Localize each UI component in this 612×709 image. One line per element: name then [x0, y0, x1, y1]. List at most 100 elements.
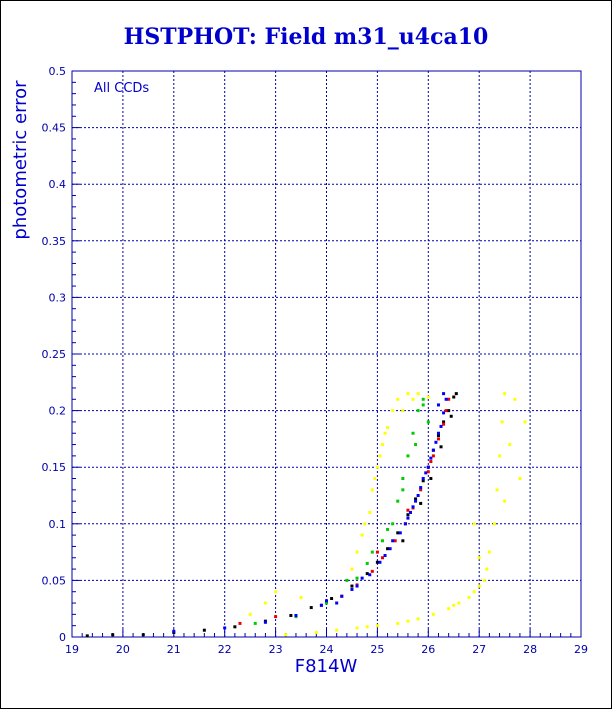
x-tick-label: 20 [116, 643, 130, 656]
scatter-point [375, 560, 379, 564]
scatter-point [380, 539, 384, 543]
y-tick-label: 0.2 [49, 405, 67, 418]
scatter-point [442, 422, 446, 426]
scatter-point [391, 522, 395, 526]
scatter-point [439, 424, 443, 428]
scatter-point [421, 477, 425, 481]
scatter-point [141, 633, 145, 637]
scatter-point [401, 539, 405, 543]
scatter-point [386, 527, 390, 531]
x-tick-label: 23 [269, 643, 283, 656]
scatter-point [355, 550, 359, 554]
x-tick-label: 29 [574, 643, 588, 656]
scatter-point [477, 584, 481, 588]
scatter-point [447, 409, 451, 413]
x-tick-label: 28 [523, 643, 537, 656]
scatter-point [477, 556, 481, 560]
scatter-point [436, 437, 440, 441]
x-tick-label: 25 [370, 643, 384, 656]
scatter-point [299, 595, 303, 599]
x-tick-label: 19 [65, 643, 79, 656]
scatter-point [365, 572, 369, 576]
scatter-point [421, 479, 425, 483]
scatter-point [368, 573, 372, 577]
scatter-point [487, 550, 491, 554]
scatter-point [365, 561, 369, 565]
y-tick-label: 0.4 [49, 178, 67, 191]
y-tick-label: 0 [59, 631, 66, 644]
scatter-point [370, 569, 374, 573]
scatter-point [375, 550, 379, 554]
scatter-point [503, 392, 507, 396]
scatter-point [274, 590, 278, 594]
scatter-point [421, 403, 425, 407]
scatter-point [355, 584, 359, 588]
scatter-point [411, 505, 415, 509]
y-tick-label: 0.25 [42, 348, 67, 361]
y-tick-label: 0.1 [49, 518, 67, 531]
scatter-point [500, 420, 504, 424]
scatter-point [391, 409, 395, 413]
scatter-point [393, 539, 397, 543]
scatter-point [386, 426, 390, 430]
scatter-point [492, 522, 496, 526]
scatter-point [355, 626, 359, 630]
scatter-point [350, 584, 354, 588]
scatter-point [447, 607, 451, 611]
scatter-point [431, 454, 435, 458]
y-tick-label: 0.05 [42, 574, 67, 587]
scatter-point [401, 409, 405, 413]
scatter-point [391, 539, 395, 543]
scatter-point [444, 409, 448, 413]
axis-ticks: 19 20 21 22 23 24 25 26 27 28 29 0 0.05 0.1 0.15 0.2 0.2… [42, 65, 589, 656]
scatter-point [350, 567, 354, 571]
scatter-point [401, 477, 405, 481]
scatter-point [386, 547, 390, 551]
scatter-point [439, 445, 443, 449]
scatter-point [325, 599, 328, 603]
scatter-point [444, 397, 448, 401]
scatter-point [111, 633, 115, 637]
scatter-point [172, 629, 176, 633]
y-tick-label: 0.45 [42, 122, 67, 135]
scatter-point [340, 594, 344, 598]
x-tick-label: 27 [472, 643, 486, 656]
scatter-point [454, 392, 458, 396]
scatter-point [523, 420, 527, 424]
scatter-point [424, 471, 428, 475]
y-tick-label: 0.35 [42, 235, 67, 248]
scatter-point [406, 619, 410, 623]
scatter-point [274, 615, 278, 619]
scatter-point [419, 486, 423, 490]
scatter-point [360, 533, 364, 537]
scatter-point [426, 420, 430, 424]
scatter-point [314, 630, 318, 634]
scatter-point [419, 501, 423, 505]
scatter-point [498, 454, 502, 458]
scatter-point [457, 601, 461, 605]
scatter-point [233, 625, 237, 629]
scatter-point [442, 420, 446, 424]
scatter-point [408, 510, 412, 514]
scatter-point [368, 510, 372, 514]
scatter-point [449, 414, 453, 418]
scatter-point [431, 448, 435, 452]
scatter-point [434, 440, 438, 444]
scatter-point [513, 397, 517, 401]
scatter-point [442, 411, 446, 415]
scatter-point [429, 460, 433, 464]
scatter-point [289, 613, 293, 617]
scatter-point [360, 576, 364, 580]
scatter-point [472, 522, 476, 526]
grid-lines [72, 71, 581, 637]
scatter-point [508, 443, 512, 447]
scatter-point [419, 488, 423, 492]
scatter-point [396, 499, 400, 503]
scatter-point [414, 497, 418, 501]
scatter-point [388, 547, 392, 551]
x-tick-label: 21 [167, 643, 181, 656]
scatter-point [396, 621, 400, 625]
scatter-point [429, 456, 433, 460]
scatter-point [467, 595, 471, 599]
scatter-point [452, 603, 456, 607]
